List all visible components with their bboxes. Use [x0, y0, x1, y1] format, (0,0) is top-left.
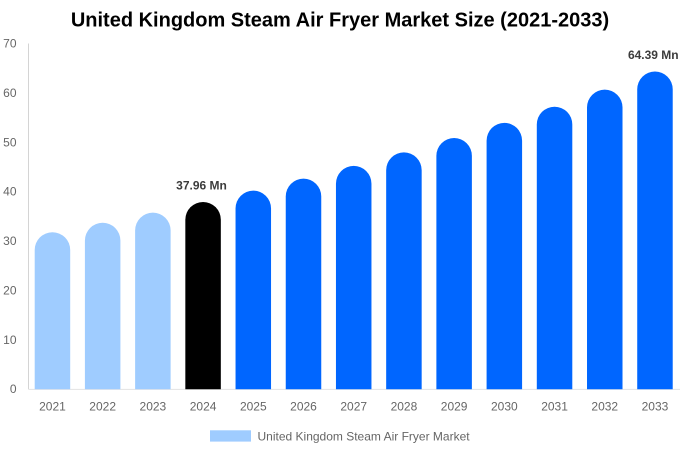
svg-text:2022: 2022	[89, 400, 116, 414]
svg-text:2027: 2027	[340, 400, 367, 414]
svg-text:United Kingdom Steam Air Fryer: United Kingdom Steam Air Fryer Market Si…	[71, 10, 609, 32]
svg-text:60: 60	[3, 86, 17, 100]
svg-text:2029: 2029	[441, 400, 468, 414]
svg-text:70: 70	[3, 37, 17, 51]
svg-text:2033: 2033	[642, 400, 669, 414]
svg-text:2021: 2021	[39, 400, 66, 414]
svg-text:2032: 2032	[591, 400, 618, 414]
svg-text:50: 50	[3, 135, 17, 149]
svg-text:2028: 2028	[391, 400, 418, 414]
svg-text:37.96 Mn: 37.96 Mn	[176, 179, 227, 193]
svg-text:2023: 2023	[140, 400, 167, 414]
svg-text:0: 0	[10, 382, 17, 396]
svg-text:30: 30	[3, 234, 17, 248]
svg-text:2025: 2025	[240, 400, 267, 414]
svg-text:20: 20	[3, 283, 17, 297]
svg-text:64.39 Mn: 64.39 Mn	[628, 48, 679, 62]
svg-text:2031: 2031	[541, 400, 568, 414]
svg-text:40: 40	[3, 185, 17, 199]
svg-text:United Kingdom Steam Air Fryer: United Kingdom Steam Air Fryer Market	[258, 430, 471, 444]
svg-text:2026: 2026	[290, 400, 317, 414]
svg-text:2030: 2030	[491, 400, 518, 414]
svg-text:2024: 2024	[190, 400, 217, 414]
svg-text:10: 10	[3, 333, 17, 347]
